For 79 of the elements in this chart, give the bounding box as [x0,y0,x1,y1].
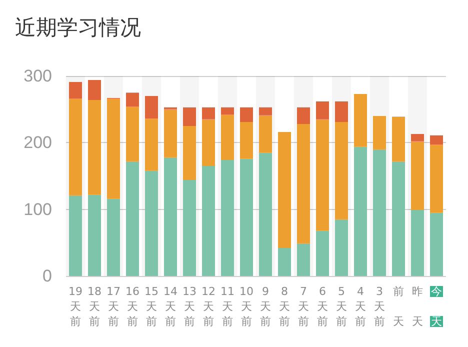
x-tick-label: 4天前 [355,285,366,328]
x-tick-label: 17天前 [106,285,120,328]
bar [202,107,215,120]
category-label: 昨天 [412,285,423,328]
bar [259,152,272,276]
bar [354,146,367,276]
bar [297,107,310,124]
bar [411,134,424,142]
bar [316,101,329,120]
x-tick-label: 15天前 [144,285,158,328]
bar [107,198,120,276]
bar [164,109,177,158]
bar [69,195,82,276]
bar [88,194,101,276]
category-label: 前天 [393,285,404,328]
bar [335,122,348,220]
bar [316,230,329,276]
bar [145,170,158,276]
bar [373,149,386,276]
bar [430,135,443,145]
x-tick-label: 16天前 [126,285,140,328]
bar [335,219,348,276]
bar [278,132,291,248]
bar [221,107,234,115]
x-tick-label: 13天前 [182,285,196,328]
chart-title: 近期学习情况 [15,16,141,40]
bar [240,158,253,276]
x-tick-label: 9天前 [260,285,271,328]
y-tick-label: 300 [24,66,52,86]
bar [164,157,177,276]
bar [183,126,196,180]
bar [221,160,234,276]
bar [297,243,310,276]
bar [221,114,234,160]
bar [126,106,139,162]
x-tick-label: 5天前 [336,285,347,328]
y-tick-label: 100 [24,200,52,219]
bar [392,161,405,276]
bar [88,80,101,100]
bar [126,161,139,276]
x-tick-label: 3天前 [374,285,385,328]
bar [202,119,215,166]
bar [411,141,424,210]
bar [259,115,272,153]
bar [183,180,196,276]
bar [392,116,405,162]
bar [88,100,101,195]
x-tick-label: 8天前 [279,285,290,328]
y-tick-label: 200 [24,133,52,152]
bar [411,210,424,276]
bar [240,107,253,122]
x-tick-label: 12天前 [202,285,216,328]
bar [316,119,329,231]
x-tick-label: 18天前 [88,285,102,328]
bar [373,116,386,150]
x-tick-label: 7天前 [298,285,309,328]
bar [430,144,443,213]
x-tick-label: 19天前 [68,285,82,328]
bar [69,98,82,196]
bar [183,107,196,126]
bar [335,101,348,122]
bar [278,248,291,276]
category-label: 今天 [431,285,442,328]
bar [259,107,272,116]
x-tick-label: 14天前 [164,285,178,328]
bar [430,212,443,276]
bar [107,98,120,199]
y-tick-label: 0 [42,266,52,286]
bar [126,92,139,107]
bar [240,122,253,159]
x-tick-label: 6天前 [317,285,328,328]
x-tick-label: 11天前 [220,285,234,328]
x-tick-label: 10天前 [240,285,254,328]
bar [202,166,215,276]
bar [297,124,310,244]
bar [354,94,367,147]
bar [69,82,82,99]
bar [145,118,158,171]
bar [145,96,158,119]
